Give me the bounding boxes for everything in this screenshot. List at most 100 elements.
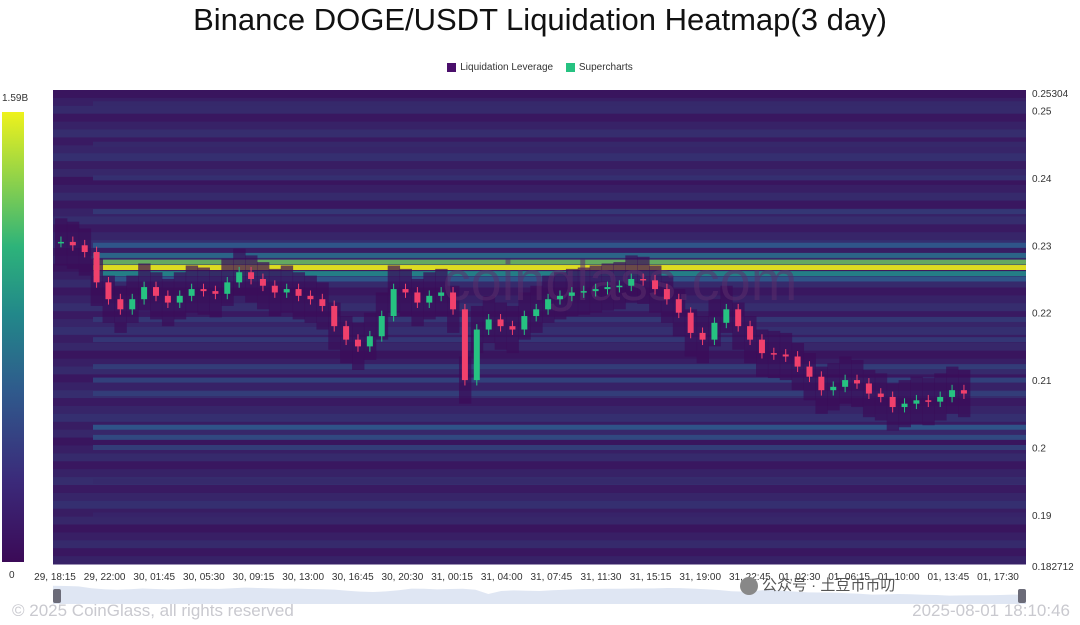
candle-body — [366, 336, 373, 347]
candle-body — [200, 289, 207, 292]
x-tick-label: 30, 01:45 — [133, 572, 175, 583]
background-band — [53, 176, 1026, 186]
background-band — [53, 469, 1026, 478]
candle-body — [604, 287, 611, 290]
x-tick-label: 30, 09:15 — [233, 572, 275, 583]
background-band — [53, 406, 1026, 415]
candle-body — [889, 396, 896, 408]
background-band — [53, 192, 1026, 202]
background-band — [53, 532, 1026, 541]
background-band — [53, 113, 1026, 123]
liquidation-level — [93, 175, 1026, 181]
candle-body — [711, 322, 718, 340]
y-tick-label: 0.2 — [1032, 443, 1046, 454]
candle-body — [937, 396, 944, 402]
legend-swatch-supercharts — [565, 63, 575, 72]
legend-item-supercharts[interactable]: Supercharts — [565, 62, 633, 73]
background-band — [53, 279, 1026, 288]
candle-body — [675, 299, 682, 313]
liquidation-level — [93, 259, 1026, 265]
background-band — [53, 200, 1026, 209]
liquidation-level — [93, 434, 1026, 440]
background-band — [53, 137, 1026, 146]
background-band — [53, 516, 1026, 525]
colorbar-min-label: 0 — [9, 570, 15, 581]
candle-body — [663, 289, 670, 300]
background-band — [53, 429, 1026, 439]
background-band — [53, 413, 1026, 423]
candle-body — [758, 339, 765, 354]
x-tick-label: 30, 20:30 — [382, 572, 424, 583]
background-band — [53, 184, 1026, 194]
candle-body — [343, 326, 350, 340]
y-tick-label: 0.21 — [1032, 376, 1052, 387]
wechat-icon — [740, 577, 758, 596]
y-tick-label: 0.22 — [1032, 309, 1052, 320]
candle-body — [509, 326, 516, 330]
x-tick-label: 29, 18:15 — [34, 572, 76, 583]
candle-body — [521, 316, 528, 330]
liquidation-level — [93, 424, 1026, 430]
candle-body — [390, 289, 397, 317]
liquidation-level — [93, 478, 1026, 484]
candle-body — [248, 272, 255, 279]
background-band — [53, 161, 1026, 170]
background-band — [53, 121, 1026, 130]
candle-body — [450, 292, 457, 310]
chart-legend: Liquidation Leverage Supercharts — [0, 62, 1080, 75]
candle-body — [414, 292, 421, 303]
y-tick-label: 0.19 — [1032, 511, 1052, 522]
background-band — [53, 129, 1026, 138]
y-tick-label: 0.182712 — [1032, 562, 1074, 573]
time-navigator[interactable] — [53, 585, 1026, 604]
y-tick-label: 0.25304 — [1032, 89, 1069, 100]
legend-item-liquidation[interactable]: Liquidation Leverage — [447, 62, 553, 73]
candle-body — [129, 299, 136, 310]
navigator-handle-right[interactable] — [1018, 589, 1026, 603]
background-band — [53, 145, 1026, 154]
candle-body — [236, 272, 243, 283]
background-band — [53, 248, 1026, 257]
x-tick-label: 30, 05:30 — [183, 572, 225, 583]
candle-body — [913, 400, 920, 404]
x-tick-label: 31, 15:15 — [630, 572, 672, 583]
candle-body — [164, 295, 171, 303]
candle-body — [224, 282, 231, 294]
candle-body — [354, 339, 361, 347]
candle-body — [283, 289, 290, 293]
candle-body — [331, 305, 338, 327]
background-band — [53, 216, 1026, 225]
candle-body — [782, 354, 789, 357]
y-axis: 0.25304 0.25 0.24 0.23 0.22 0.21 0.2 0.19 0.1827… — [1032, 89, 1074, 573]
candle-body — [152, 287, 159, 296]
x-tick-label: 01, 13:45 — [928, 572, 970, 583]
candle-body — [307, 295, 314, 300]
candle-body — [592, 289, 599, 292]
price-candles — [57, 236, 967, 413]
candle-body — [176, 295, 183, 303]
candle-body — [865, 383, 872, 394]
candle-body — [319, 299, 326, 306]
candle-body — [652, 280, 659, 290]
candle-body — [497, 319, 504, 327]
y-tick-label: 0.23 — [1032, 241, 1052, 252]
x-tick-label: 01, 02:30 — [779, 572, 821, 583]
candle-body — [854, 380, 861, 384]
x-tick-label: 30, 16:45 — [332, 572, 374, 583]
x-tick-label: 01, 17:30 — [977, 572, 1019, 583]
candle-body — [580, 291, 587, 293]
candle-body — [794, 356, 801, 367]
y-tick-label: 0.24 — [1032, 174, 1052, 185]
background-band — [53, 540, 1026, 549]
liquidation-level — [93, 209, 1026, 215]
candle-body — [295, 289, 302, 296]
liquidation-bands — [53, 90, 1026, 565]
liquidation-level — [93, 377, 1026, 383]
candle-body — [925, 400, 932, 402]
navigator-handle-left[interactable] — [53, 589, 61, 603]
candle-body — [426, 295, 433, 303]
background-band — [53, 548, 1026, 557]
x-tick-label: 30, 13:00 — [282, 572, 324, 583]
background-band — [53, 437, 1026, 446]
